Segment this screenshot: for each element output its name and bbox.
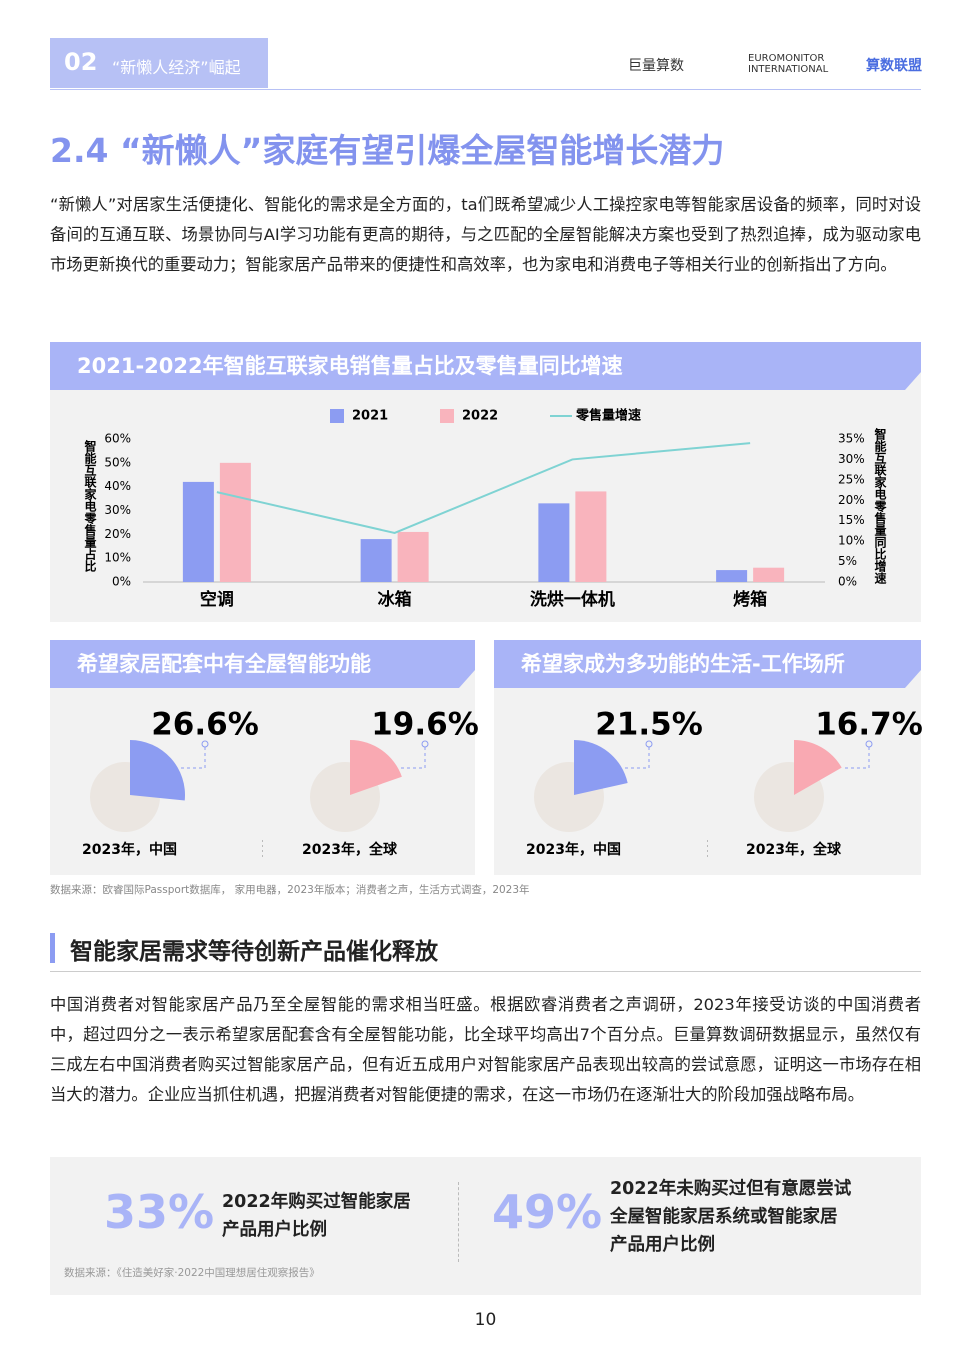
leader	[400, 747, 426, 769]
pie-slice	[130, 740, 185, 801]
y2-tick-label: 25%	[838, 472, 865, 486]
panel-header	[494, 640, 921, 688]
bar	[360, 539, 392, 582]
page-title: 2.4 “新懒人”家庭有望引爆全屋智能增长潜力	[50, 131, 725, 170]
pie-label: 2023年，中国	[526, 841, 621, 858]
leader	[844, 747, 870, 769]
y-tick-label: 0%	[112, 575, 131, 589]
x-tick-label: 冰箱	[378, 589, 412, 610]
pie-label: 2023年，全球	[746, 841, 842, 858]
source: 数据来源：欧睿国际Passport数据库， 家用电器，2023年版本；消费者之声…	[50, 884, 530, 896]
value-label: 21.5%	[595, 707, 703, 743]
pie-label: 2023年，中国	[82, 841, 177, 858]
stat-value: 49%	[492, 1185, 603, 1239]
logo-line: INTERNATIONAL	[748, 64, 829, 75]
bar	[753, 567, 785, 582]
legend-label: 零售量增速	[575, 408, 641, 424]
legend-label: 2021	[352, 409, 388, 424]
section-title: “新懒人经济”崛起	[112, 58, 241, 77]
y-tick-label: 10%	[104, 551, 131, 565]
panel-title: 希望家成为多功能的生活-工作场所	[521, 652, 845, 676]
section-tab	[50, 38, 268, 88]
y-axis-title: 智能互联家电零售量占比	[83, 439, 97, 573]
y2-tick-label: 10%	[838, 534, 865, 548]
bar	[397, 531, 429, 582]
stat-label: 2022年购买过智能家居 产品用户比例	[222, 1192, 411, 1240]
bar	[575, 491, 607, 582]
section-heading: 智能家居需求等待创新产品催化释放	[70, 939, 438, 965]
logo: 巨量算数	[628, 58, 684, 74]
legend-swatch	[440, 409, 454, 423]
value-label: 16.7%	[815, 707, 923, 743]
section-body: 中国消费者对智能家居产品乃至全屋智能的需求相当旺盛。根据欧睿消费者之声调研，20…	[50, 995, 921, 1104]
heading-bar	[50, 933, 55, 963]
stat-label: 2022年未购买过但有意愿尝试 全屋智能家居系统或智能家居 产品用户比例	[610, 1179, 852, 1255]
y-tick-label: 60%	[104, 432, 131, 446]
stat-value: 33%	[104, 1185, 215, 1239]
y2-tick-label: 20%	[838, 493, 865, 507]
y-tick-label: 20%	[104, 527, 131, 541]
divider	[458, 1182, 459, 1262]
panel-title: 希望家居配套中有全屋智能功能	[77, 652, 371, 676]
bar	[716, 570, 748, 582]
value-label: 19.6%	[371, 707, 479, 743]
bar	[219, 462, 251, 582]
rule	[50, 89, 921, 90]
source: 数据来源：《住造美好家·2022中国理想居住观察报告》	[64, 1267, 320, 1279]
leader	[624, 747, 650, 769]
leader	[180, 747, 206, 769]
x-tick-label: 洗烘一体机	[530, 589, 615, 610]
y2-tick-label: 35%	[838, 432, 865, 446]
logo: EUROMONITOR INTERNATIONAL	[748, 53, 828, 75]
x-tick-label: 烤箱	[733, 589, 767, 610]
panel-title: 2021-2022年智能互联家电销售量占比及零售量同比增速	[77, 354, 623, 378]
value-label: 26.6%	[151, 707, 259, 743]
stats-box	[50, 1157, 921, 1295]
legend-swatch	[330, 409, 344, 423]
panel-header	[50, 342, 921, 390]
y2-tick-label: 0%	[838, 575, 857, 589]
y-tick-label: 50%	[104, 455, 131, 469]
bar	[182, 481, 214, 582]
pie-slice	[350, 740, 402, 795]
page-number: 10	[474, 1310, 497, 1330]
intro: “新懒人”对居家生活便捷化、智能化的需求是全方面的，ta们既希望减少人工操控家电…	[50, 195, 921, 274]
section-number: 02	[64, 48, 98, 76]
logo-line: EUROMONITOR	[748, 53, 825, 64]
bar	[538, 503, 570, 582]
x-tick-label: 空调	[200, 589, 234, 610]
pie-slice	[574, 740, 628, 795]
y2-axis-title: 智能互联家电零售量同比增速	[873, 427, 887, 585]
y-tick-label: 30%	[104, 503, 131, 517]
pie-slice	[794, 740, 842, 795]
y2-tick-label: 5%	[838, 554, 857, 568]
rule	[50, 971, 921, 972]
pie-label: 2023年，全球	[302, 841, 398, 858]
panel-header	[50, 640, 475, 688]
y2-tick-label: 30%	[838, 452, 865, 466]
logo: 算数联盟	[866, 58, 922, 74]
y-tick-label: 40%	[104, 479, 131, 493]
y2-tick-label: 15%	[838, 513, 865, 527]
line	[216, 442, 751, 535]
legend-label: 2022	[462, 409, 498, 424]
